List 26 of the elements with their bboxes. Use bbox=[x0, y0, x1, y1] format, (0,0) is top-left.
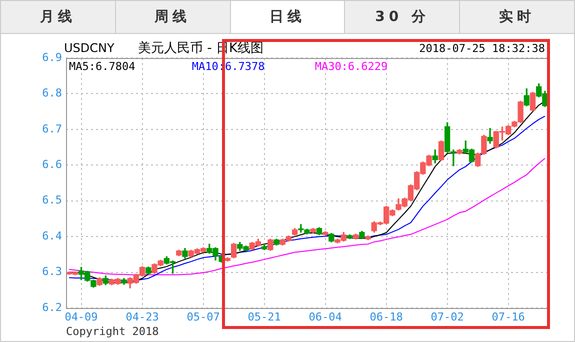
x-tick-label: 07-16 bbox=[492, 310, 525, 324]
text: Copyright 2018 bbox=[66, 325, 159, 338]
y-tick-label: 6.8 bbox=[42, 86, 62, 100]
chart-title: USDCNY bbox=[64, 41, 115, 55]
text: 2018-07-25 18:32:38 bbox=[419, 42, 545, 55]
text: 30 分 bbox=[345, 1, 460, 33]
y-tick-label: 6.4 bbox=[42, 229, 62, 242]
text: 月线 bbox=[1, 1, 116, 33]
text: 实时 bbox=[460, 1, 574, 33]
text: MA30:6.6229 bbox=[314, 60, 388, 73]
x-tick-label: 05-07 bbox=[186, 310, 220, 324]
x-tick-label: 05-21 bbox=[248, 310, 281, 324]
y-tick-label: 6.3 bbox=[42, 265, 62, 278]
x-tick-label: 06-04 bbox=[308, 310, 342, 324]
y-tick-label: 6.7 bbox=[42, 122, 62, 136]
x-tick-label: 04-09 bbox=[64, 310, 98, 324]
text: MA5:6.7804 bbox=[69, 60, 136, 73]
x-tick-label: 07-02 bbox=[430, 310, 464, 324]
y-tick-label: 6.9 bbox=[42, 50, 62, 64]
text: 日线 bbox=[230, 1, 346, 33]
y-tick-label: 6.6 bbox=[42, 158, 62, 171]
y-tick-label: 6.2 bbox=[42, 300, 62, 314]
text: 周线 bbox=[116, 1, 231, 33]
x-tick-label: 04-23 bbox=[126, 310, 159, 324]
y-tick-label: 6.5 bbox=[42, 194, 62, 207]
x-tick-label: 06-18 bbox=[370, 310, 403, 324]
